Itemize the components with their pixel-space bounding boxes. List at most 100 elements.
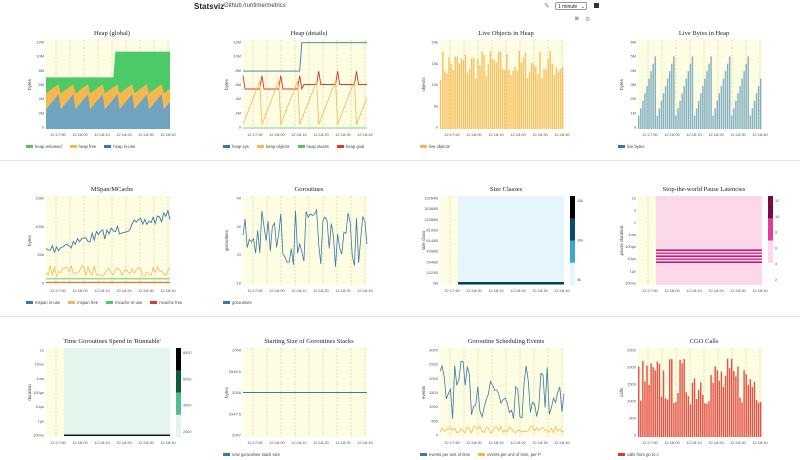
x-tick-label: 12:18:30	[532, 132, 548, 137]
bar	[708, 63, 710, 129]
legend-item[interactable]: live objects	[420, 144, 450, 149]
panel-scheduling-events[interactable]: 3000 2500 2000 1500 1000 500 0 events 12:17:50 12…	[416, 338, 596, 460]
legend-item[interactable]: heap objects	[256, 144, 290, 149]
x-tick-label: 12:17:50	[642, 132, 658, 137]
bar	[669, 71, 671, 129]
bar	[689, 63, 692, 129]
panel-live-bytes[interactable]: 6M 5M 4M 3M 2M 1M 0 bytes 12:17:50 12:18:00 12:18:…	[614, 30, 794, 152]
bar	[514, 66, 516, 129]
interval-select[interactable]: 1 minute ⌄	[555, 2, 587, 10]
bar	[520, 62, 523, 129]
x-tick-label: 12:17:50	[642, 440, 658, 445]
legend-item[interactable]: mspan free	[68, 300, 98, 305]
line-series-2	[439, 425, 565, 434]
panel-heap-global[interactable]: 12M 10M 8M 6M 4M 2M 0 bytes 12:17:50 12:18:00 12:1…	[22, 30, 202, 152]
panel-title: Size Classes	[489, 186, 523, 193]
bar	[745, 63, 747, 129]
legend-item[interactable]: heap released	[26, 144, 62, 149]
plot-heap-details[interactable]: 12M 10M 8M 6M 4M 2M 0 bytes 12:17:50 12:18:00 12:1…	[219, 30, 395, 152]
plot-live-objects[interactable]: 20k 15k 10k 5k 0 objects 12:17:50 12:18:00 12:18…	[416, 30, 592, 152]
panel-mspan-mcache[interactable]: 150k 100k 50k 0 bytes 12:17:50 12:18:00 12:18:1…	[22, 186, 202, 308]
x-tick-label: 12:17:50	[247, 440, 263, 445]
plot-mspan-mcache[interactable]: 150k 100k 50k 0 bytes 12:17:50 12:18:00 12:18:1…	[22, 186, 198, 308]
y-axis-label: bytes	[27, 78, 32, 90]
bar	[724, 375, 727, 437]
panel-live-objects[interactable]: 20k 15k 10k 5k 0 objects 12:17:50 12:18:00 12:18…	[416, 30, 596, 152]
bar	[652, 63, 654, 129]
legend-item[interactable]: events per unit of time, per P	[478, 452, 541, 457]
x-tick-label: 12:18:40	[752, 440, 768, 445]
plot-stack-start-size[interactable]: 2049 2048.5 2048 2047.5 2047 bytes 12:17:50 12:…	[219, 338, 395, 460]
legend-swatch	[26, 145, 33, 149]
colorbar-tick: 6	[775, 246, 777, 250]
legend-item[interactable]: calls from go to c	[618, 452, 659, 457]
y-tick-label: 15k	[432, 61, 438, 66]
legend-label: heap sys	[232, 144, 249, 149]
panel-goroutines[interactable]: 40 30 20 10 goroutines 12:17:50 12:18:00 12:18:…	[219, 186, 399, 308]
panel-heap-details[interactable]: 12M 10M 8M 6M 4M 2M 0 bytes 12:17:50 12:18:00 12:1…	[219, 30, 399, 152]
bar	[528, 71, 531, 129]
bar	[706, 71, 708, 129]
panel-title: MSpan/MCache	[90, 186, 134, 193]
legend-label: events per unit of time	[429, 452, 471, 457]
bar	[652, 367, 654, 437]
legend-label: mspan free	[77, 300, 99, 305]
heatmap-area	[656, 196, 762, 285]
x-tick-label: 12:18:00	[664, 132, 680, 137]
legend-item[interactable]: heap in-use	[104, 144, 135, 149]
heatmap-band	[656, 252, 762, 254]
bar	[687, 71, 690, 129]
plot-stw-pause-latencies[interactable]: 1s 3 1 1ms 100µs 10µs 1µs 100ns pause duration 12…	[614, 186, 790, 308]
legend-item[interactable]: new goroutines stack size	[223, 452, 280, 457]
x-tick-label: 12:18:30	[138, 440, 154, 445]
github-link[interactable]: Github	[224, 3, 242, 9]
plot-heap-global[interactable]: 12M 10M 8M 6M 4M 2M 0 bytes 12:17:50 12:18:00 12:1…	[22, 30, 198, 152]
gear-icon[interactable]: ⚙	[585, 17, 591, 23]
x-tick-label: 12:18:20	[313, 288, 329, 293]
bar	[489, 51, 492, 129]
colorbar-segment	[768, 196, 773, 219]
panel-title: Goroutines	[294, 186, 324, 193]
legend-item[interactable]: heap sys	[223, 144, 249, 149]
legend-label: heap in-use	[113, 144, 136, 149]
bar	[666, 399, 669, 437]
plot-live-bytes[interactable]: 6M 5M 4M 3M 2M 1M 0 bytes 12:17:50 12:18:00 12:18:…	[614, 30, 790, 152]
bar	[440, 80, 442, 129]
line-mspan-in-use	[45, 209, 171, 254]
edit-icon[interactable]: ✎	[544, 3, 550, 10]
x-tick-label: 12:18:10	[94, 288, 110, 293]
bar	[731, 115, 733, 129]
plot-goroutines[interactable]: 40 30 20 10 goroutines 12:17:50 12:18:00 12:18:…	[219, 186, 395, 308]
legend-item[interactable]: mcache in-use	[106, 300, 142, 305]
panel-stack-start-size[interactable]: 2049 2048.5 2048 2047.5 2047 bytes 12:17:50 12:…	[219, 338, 399, 460]
bar	[722, 386, 725, 437]
y-tick-label: 0	[634, 125, 637, 130]
bar	[749, 379, 752, 437]
legend-item[interactable]: heap stacks	[297, 144, 329, 149]
bar	[733, 108, 735, 129]
legend-item[interactable]: heap goal	[336, 144, 364, 149]
legend-item[interactable]: goroutines	[223, 300, 252, 305]
legend-item[interactable]: heap free	[69, 144, 96, 149]
stop-icon[interactable]	[594, 3, 599, 8]
plot-size-classes[interactable]: 19264B 16384B 12288B 8192B 6144B 4096B 2048B 10…	[416, 186, 592, 308]
plot-cgo-calls[interactable]: 2500 2000 1500 1000 500 0 calls 12:17:50 12:18:0…	[614, 338, 790, 460]
legend-item[interactable]: mspan in-use	[26, 300, 60, 305]
y-tick-label: 5k	[434, 103, 438, 108]
panel-stw-pause-latencies[interactable]: 1s 3 1 1ms 100µs 10µs 1µs 100ns pause duration 12…	[614, 186, 794, 308]
plot-scheduling-events[interactable]: 3000 2500 2000 1500 1000 500 0 events 12:17:50 12…	[416, 338, 592, 460]
panel-runnable-time[interactable]: 1s 10ms 1ms 100µs 10µs 1µs 100ns duration 12:17:…	[22, 338, 202, 460]
panel-size-classes[interactable]: 19264B 16384B 12288B 8192B 6144B 4096B 2048B 10…	[416, 186, 596, 308]
bar	[728, 368, 731, 437]
brand-title[interactable]: Statsviz	[194, 2, 225, 11]
plot-runnable-time[interactable]: 1s 10ms 1ms 100µs 10µs 1µs 100ns duration 12:17:…	[22, 338, 198, 460]
bar	[726, 358, 729, 437]
legend-item[interactable]: events per unit of time	[420, 452, 470, 457]
runtime-metrics-link[interactable]: /runtime/metrics	[243, 3, 286, 9]
colorbar-segment	[570, 218, 575, 241]
camera-icon[interactable]: ◙	[575, 16, 579, 22]
x-tick-label: 12:18:20	[708, 132, 724, 137]
panel-cgo-calls[interactable]: 2500 2000 1500 1000 500 0 calls 12:17:50 12:18:0…	[614, 338, 794, 460]
legend-item[interactable]: mcache free	[150, 300, 182, 305]
legend-item[interactable]: live bytes	[618, 144, 644, 149]
